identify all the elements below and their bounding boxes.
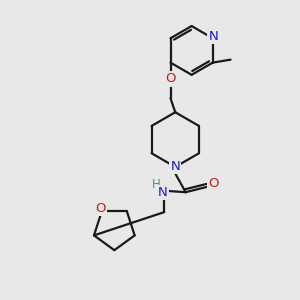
Text: N: N — [170, 160, 180, 173]
Text: O: O — [208, 177, 219, 190]
Text: N: N — [158, 186, 168, 199]
Text: O: O — [95, 202, 106, 215]
Text: O: O — [165, 73, 176, 85]
Text: H: H — [152, 178, 160, 191]
Text: N: N — [208, 30, 218, 43]
